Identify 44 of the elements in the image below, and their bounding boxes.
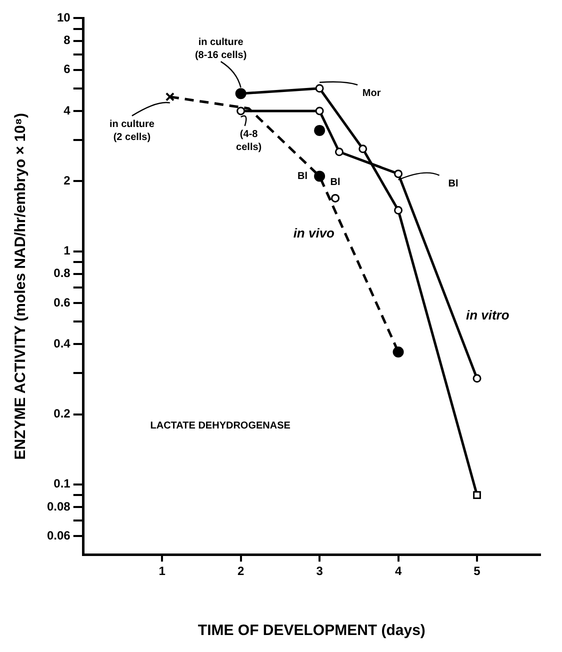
y-axis-title: ENZYME ACTIVITY (moles NAD/hr/embryo × 10⁸) — [12, 113, 30, 460]
y-tick-label: 0.6 — [54, 295, 71, 310]
y-tick-label: 6 — [64, 62, 71, 76]
y-tick-label: 0.08 — [46, 499, 71, 514]
point — [314, 170, 326, 182]
point — [236, 106, 246, 116]
series-label: in vitro — [466, 308, 510, 323]
annotation: LACTATE DEHYDROGENASE — [150, 420, 291, 432]
y-tick-label: 0.2 — [54, 406, 71, 421]
annotation: Bl — [330, 176, 341, 188]
annotation: Bl — [448, 178, 459, 190]
point — [394, 170, 403, 178]
annotation: Bl — [298, 170, 308, 182]
point — [331, 194, 340, 202]
point — [472, 374, 482, 383]
y-tick-label: 0.8 — [54, 266, 71, 280]
x-tick-label: 3 — [316, 564, 324, 578]
annotation: in culture (2 cells) — [109, 119, 155, 144]
annotation: in culture (8-16 cells) — [194, 36, 247, 61]
y-tick-label: 1 — [64, 244, 71, 258]
x-tick-label: 5 — [474, 564, 481, 578]
point — [394, 206, 403, 215]
x-axis-title: TIME OF DEVELOPMENT (days) — [198, 622, 426, 640]
point — [392, 346, 404, 358]
annotation: Mor — [362, 88, 381, 100]
x-tick-label: 4 — [394, 564, 402, 578]
point — [334, 148, 344, 156]
annotation: (4-8 cells) — [236, 129, 262, 154]
y-tick-label: 0.4 — [54, 336, 71, 350]
point — [473, 491, 481, 500]
y-tick-label: 10 — [56, 10, 71, 25]
x-tick-label: 1 — [158, 564, 166, 578]
series-label: in vivo — [293, 226, 335, 241]
point — [165, 92, 174, 102]
point — [358, 144, 368, 154]
x-tick-label: 2 — [237, 564, 244, 578]
point — [315, 84, 324, 93]
y-tick-label: 4 — [64, 103, 71, 118]
y-tick-label: 0.1 — [54, 476, 71, 491]
y-tick-label: 0.06 — [46, 528, 71, 542]
y-tick-label: 2 — [64, 173, 71, 188]
point — [315, 106, 324, 116]
y-tick-label: 8 — [64, 33, 71, 48]
point — [314, 124, 326, 136]
